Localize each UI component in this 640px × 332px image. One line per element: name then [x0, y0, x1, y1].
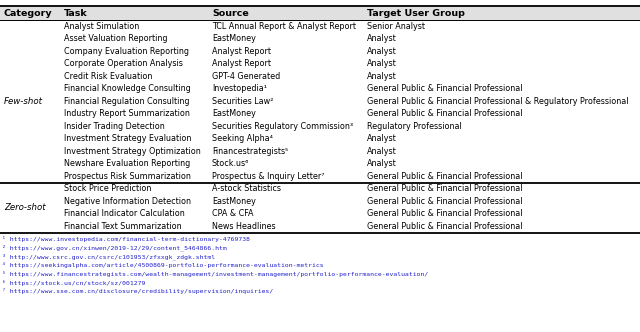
Text: General Public & Financial Professional: General Public & Financial Professional — [367, 84, 522, 93]
Text: Financial Text Summarization: Financial Text Summarization — [64, 222, 182, 231]
Text: Stock.us⁶: Stock.us⁶ — [212, 159, 250, 168]
Text: Securities Regulatory Commission³: Securities Regulatory Commission³ — [212, 122, 353, 131]
Text: Target User Group: Target User Group — [367, 9, 465, 18]
Text: Analyst Report: Analyst Report — [212, 47, 271, 56]
Text: ⁴ https://seekingalpha.com/article/4500869-portfolio-performance-evaluation-metr: ⁴ https://seekingalpha.com/article/45008… — [2, 262, 324, 268]
Text: Analyst: Analyst — [367, 34, 397, 43]
Text: Corporate Operation Analysis: Corporate Operation Analysis — [64, 59, 183, 68]
Text: Credit Risk Evaluation: Credit Risk Evaluation — [64, 72, 152, 81]
Text: Category: Category — [4, 9, 52, 18]
Text: Analyst: Analyst — [367, 47, 397, 56]
Text: A-stock Statistics: A-stock Statistics — [212, 184, 281, 193]
Text: General Public & Financial Professional: General Public & Financial Professional — [367, 222, 522, 231]
Text: General Public & Financial Professional: General Public & Financial Professional — [367, 109, 522, 118]
Text: Investopedia¹: Investopedia¹ — [212, 84, 267, 93]
Text: Regulatory Professional: Regulatory Professional — [367, 122, 461, 131]
Text: Analyst: Analyst — [367, 59, 397, 68]
Text: Investment Strategy Optimization: Investment Strategy Optimization — [64, 147, 201, 156]
Text: Company Evaluation Reporting: Company Evaluation Reporting — [64, 47, 189, 56]
Text: Analyst: Analyst — [367, 134, 397, 143]
Text: Seeking Alpha⁴: Seeking Alpha⁴ — [212, 134, 273, 143]
Text: Insider Trading Detection: Insider Trading Detection — [64, 122, 164, 131]
Text: CPA & CFA: CPA & CFA — [212, 209, 253, 218]
Text: Few-shot: Few-shot — [4, 97, 43, 106]
Text: ³ http://www.csrc.gov.cn/csrc/c101953/zfxxgk_zdgk.shtml: ³ http://www.csrc.gov.cn/csrc/c101953/zf… — [2, 253, 215, 260]
Text: Financial Indicator Calculation: Financial Indicator Calculation — [64, 209, 185, 218]
Text: EastMoney: EastMoney — [212, 197, 256, 206]
Text: Analyst Report: Analyst Report — [212, 59, 271, 68]
Text: Prospectus Risk Summarization: Prospectus Risk Summarization — [64, 172, 191, 181]
Text: Financial Knowledge Consulting: Financial Knowledge Consulting — [64, 84, 191, 93]
Text: Financestrategists⁵: Financestrategists⁵ — [212, 147, 288, 156]
Text: Analyst Simulation: Analyst Simulation — [64, 22, 140, 31]
Text: General Public & Financial Professional: General Public & Financial Professional — [367, 197, 522, 206]
Text: ⁷ https://www.sse.com.cn/disclosure/credibility/supervision/inquiries/: ⁷ https://www.sse.com.cn/disclosure/cred… — [2, 288, 273, 294]
Bar — [0, 6, 640, 20]
Text: Source: Source — [212, 9, 249, 18]
Text: News Headlines: News Headlines — [212, 222, 276, 231]
Text: GPT-4 Generated: GPT-4 Generated — [212, 72, 280, 81]
Text: General Public & Financial Professional: General Public & Financial Professional — [367, 172, 522, 181]
Text: Financial Regulation Consulting: Financial Regulation Consulting — [64, 97, 189, 106]
Text: TCL Annual Report & Analyst Report: TCL Annual Report & Analyst Report — [212, 22, 356, 31]
Text: General Public & Financial Professional: General Public & Financial Professional — [367, 184, 522, 193]
Text: Analyst: Analyst — [367, 147, 397, 156]
Text: Analyst: Analyst — [367, 159, 397, 168]
Text: Senior Analyst: Senior Analyst — [367, 22, 425, 31]
Text: General Public & Financial Professional: General Public & Financial Professional — [367, 209, 522, 218]
Text: Task: Task — [64, 9, 88, 18]
Text: Asset Valuation Reporting: Asset Valuation Reporting — [64, 34, 168, 43]
Text: ⁶ https://stock.us/cn/stock/sz/001279: ⁶ https://stock.us/cn/stock/sz/001279 — [2, 280, 145, 286]
Text: General Public & Financial Professional & Regulatory Professional: General Public & Financial Professional … — [367, 97, 628, 106]
Text: Investment Strategy Evaluation: Investment Strategy Evaluation — [64, 134, 191, 143]
Text: Zero-shot: Zero-shot — [4, 203, 45, 212]
Text: Newshare Evaluation Reporting: Newshare Evaluation Reporting — [64, 159, 190, 168]
Text: Prospectus & Inquiry Letter⁷: Prospectus & Inquiry Letter⁷ — [212, 172, 324, 181]
Text: ² https://www.gov.cn/xinwen/2019-12/29/content_5464866.htm: ² https://www.gov.cn/xinwen/2019-12/29/c… — [2, 244, 227, 251]
Text: Analyst: Analyst — [367, 72, 397, 81]
Text: Negative Information Detection: Negative Information Detection — [64, 197, 191, 206]
Text: Stock Price Prediction: Stock Price Prediction — [64, 184, 152, 193]
Text: EastMoney: EastMoney — [212, 34, 256, 43]
Text: Securities Law²: Securities Law² — [212, 97, 273, 106]
Text: ⁵ https://www.financestrategists.com/wealth-management/investment-management/por: ⁵ https://www.financestrategists.com/wea… — [2, 271, 428, 277]
Text: ¹ https://www.investopedia.com/financial-term-dictionary-4769738: ¹ https://www.investopedia.com/financial… — [2, 235, 250, 241]
Text: EastMoney: EastMoney — [212, 109, 256, 118]
Text: Industry Report Summarization: Industry Report Summarization — [64, 109, 190, 118]
